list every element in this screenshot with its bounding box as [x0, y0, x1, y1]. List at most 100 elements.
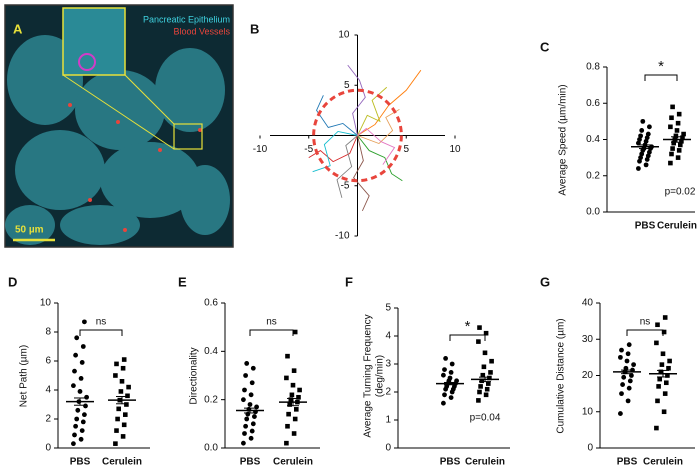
point: [645, 131, 651, 137]
point: [640, 118, 646, 124]
x-tick-label: Cerulein: [657, 221, 697, 232]
point: [480, 372, 486, 378]
point: [441, 400, 446, 406]
y-tick-label: -10: [335, 231, 350, 242]
error-bar: [244, 407, 256, 414]
y-tick-label: 0.2: [204, 394, 218, 405]
y-tick-label: 0.4: [204, 346, 218, 357]
error-bar: [287, 397, 299, 407]
point: [241, 440, 246, 446]
point: [654, 425, 659, 431]
point: [72, 432, 77, 438]
point: [243, 373, 249, 378]
point: [638, 133, 643, 139]
point: [120, 365, 126, 371]
point: [292, 329, 298, 335]
panel-letter: E: [178, 274, 187, 289]
error-bar: [621, 369, 633, 375]
point: [243, 423, 249, 429]
point: [678, 142, 683, 148]
panel-letter: C: [540, 39, 550, 54]
point: [483, 330, 489, 336]
point: [638, 155, 643, 161]
point: [482, 350, 488, 356]
point: [627, 378, 633, 384]
error-bar: [479, 376, 491, 383]
x-tick-label: 5: [403, 144, 409, 155]
point: [83, 403, 88, 409]
point: [659, 362, 665, 367]
y-tick-label: 3: [385, 359, 391, 370]
point: [476, 398, 481, 403]
point: [631, 362, 636, 368]
significance-bracket: [626, 329, 664, 336]
point: [481, 364, 487, 370]
point: [442, 392, 447, 398]
point: [297, 387, 302, 393]
error-bar: [74, 397, 86, 406]
point: [661, 409, 667, 415]
y-axis-label: Average Speed (µm/min): [558, 84, 569, 195]
point: [250, 365, 256, 371]
point: [669, 151, 674, 157]
track: [312, 130, 358, 173]
point: [488, 370, 493, 375]
point: [647, 149, 652, 155]
track: [316, 95, 358, 136]
point: [661, 329, 667, 335]
track: [347, 64, 366, 136]
point: [679, 139, 684, 144]
point: [618, 411, 623, 416]
y-tick-label: 10: [582, 406, 594, 417]
legend-entry: Blood Vessels: [173, 26, 230, 36]
point: [629, 373, 634, 378]
point: [644, 135, 650, 141]
significance: *: [658, 58, 664, 75]
panel-letter: B: [250, 21, 259, 36]
y-tick-label: 5: [385, 303, 391, 314]
point: [285, 353, 290, 359]
point: [623, 365, 629, 371]
significance: ns: [96, 317, 107, 328]
point: [636, 140, 641, 146]
point: [249, 380, 255, 386]
point: [113, 441, 118, 446]
point: [477, 325, 482, 330]
point: [80, 419, 86, 425]
panel-letter: F: [345, 274, 353, 289]
p-value: p=0.02: [665, 187, 696, 198]
point: [284, 440, 289, 446]
point: [448, 395, 454, 400]
point: [636, 166, 641, 171]
y-tick-label: 8: [45, 327, 51, 338]
point: [290, 382, 296, 388]
y-tick-label: 30: [582, 334, 594, 345]
significance-bracket: [449, 334, 486, 341]
point: [84, 394, 89, 400]
significance-bracket: [644, 74, 678, 81]
point: [442, 367, 447, 372]
point: [285, 423, 290, 429]
point: [643, 138, 649, 144]
point: [681, 131, 686, 137]
panel-a: A Pancreatic Epithelium Blood Vessels 50…: [4, 4, 234, 248]
inset-source: [173, 123, 203, 150]
y-tick-label: 20: [582, 370, 594, 381]
point: [115, 416, 120, 422]
point: [123, 412, 128, 417]
x-tick-label: PBS: [70, 457, 91, 468]
point: [675, 120, 681, 126]
track: [357, 108, 400, 145]
point: [287, 402, 292, 407]
point: [655, 398, 660, 404]
p-value: p=0.04: [470, 413, 501, 424]
point: [286, 411, 291, 417]
point: [80, 344, 86, 349]
point: [71, 383, 76, 389]
point: [660, 351, 666, 357]
error-bar: [639, 144, 651, 150]
y-axis-label: Directionality: [189, 347, 200, 404]
point: [449, 361, 455, 367]
y-tick-label: 2: [45, 414, 51, 425]
